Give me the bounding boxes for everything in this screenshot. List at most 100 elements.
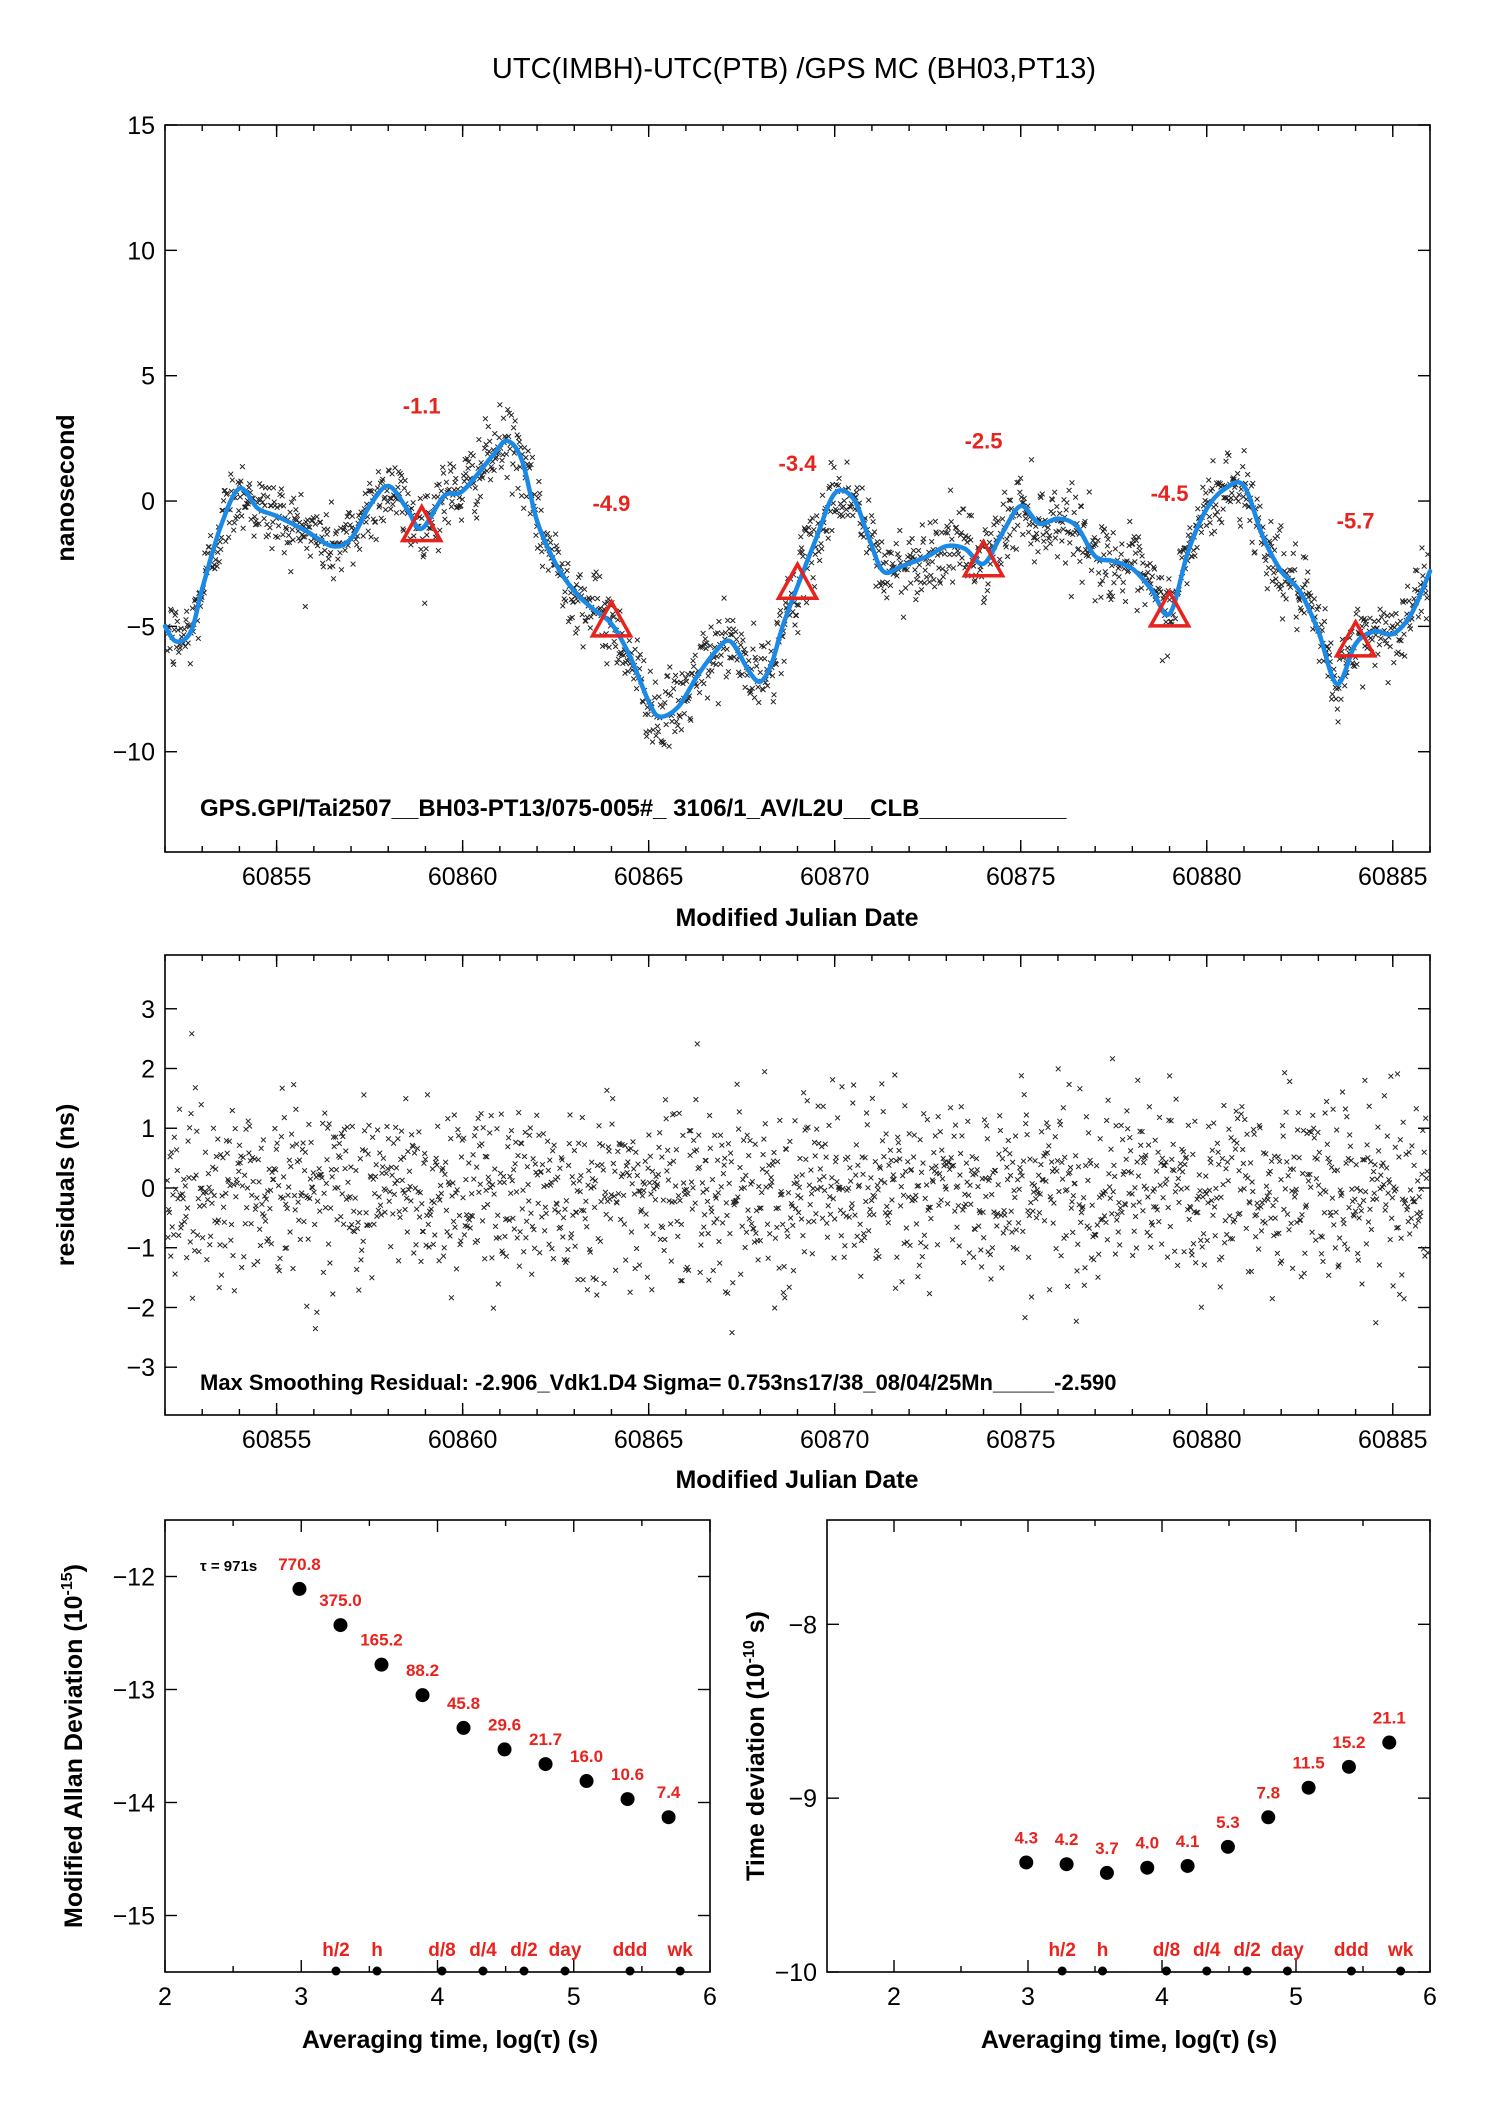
data-point [260,492,267,498]
data-point [1396,637,1403,643]
residual-point [228,1237,234,1244]
residual-point [750,1225,757,1232]
residual-point [1399,1196,1406,1202]
residual-point [1112,1251,1119,1257]
residual-point [992,1167,999,1174]
data-point [1062,560,1069,566]
data-point [1277,586,1284,592]
residual-point [1362,1077,1368,1084]
residual-point [881,1179,888,1186]
residual-point [330,1291,336,1297]
residual-point [723,1200,730,1206]
residual-point [385,1136,392,1142]
data-point [1001,489,1008,495]
timescale-marker-dot [1057,1966,1067,1976]
residual-point [677,1277,684,1284]
data-point [573,581,580,588]
data-point [931,583,938,590]
data-point [900,614,907,620]
data-point [615,656,622,663]
residual-point [285,1192,291,1198]
residual-point [523,1235,529,1241]
data-point [1192,553,1198,559]
residual-point [1314,1156,1320,1162]
data-point [217,546,224,553]
deviation-point [538,1757,553,1772]
residual-point [644,1274,651,1280]
data-point [195,635,202,642]
data-point [1226,452,1232,459]
data-point [510,424,517,431]
residual-point [1325,1155,1331,1161]
data-point [463,470,469,477]
residual-point [1410,1198,1417,1205]
residual-point [1022,1314,1028,1321]
residual-point [517,1229,523,1235]
data-point [1393,610,1399,617]
residual-point [817,1166,824,1172]
residual-point [549,1148,556,1154]
residual-point [236,1168,242,1175]
data-point [649,739,656,745]
residual-point [238,1264,245,1271]
data-point [393,510,400,516]
residual-point [767,1183,774,1189]
residual-point [609,1121,615,1127]
data-point [1107,589,1114,596]
timescale-marker-label: day [1271,1940,1304,1961]
residual-point [443,1207,450,1214]
data-point [443,479,450,485]
data-point [248,516,254,523]
residual-point [1393,1225,1400,1231]
residual-point [1241,1185,1247,1192]
data-point [1018,494,1025,500]
data-point [266,485,272,491]
residual-point [1359,1157,1366,1163]
residual-point [540,1131,547,1137]
data-point [1133,537,1140,544]
residual-point [215,1217,222,1223]
residual-point [576,1178,583,1184]
residual-point [1207,1155,1213,1162]
residual-point [539,1161,546,1168]
data-point [343,521,349,528]
residual-point [575,1140,582,1147]
data-point [1187,525,1193,531]
residual-point [284,1205,290,1212]
data-point [1383,641,1390,647]
residual-point [819,1215,826,1222]
data-point [641,657,647,664]
x-tick-label: 60880 [1172,863,1242,891]
residual-point [779,1191,785,1198]
residual-point [1185,1122,1192,1129]
data-point [1420,573,1426,579]
residual-point [1263,1151,1269,1157]
data-point [1052,535,1059,541]
residual-point [207,1242,213,1248]
data-point [214,563,220,569]
residual-point [1198,1304,1205,1310]
data-point [907,580,914,586]
residual-point [183,1213,189,1220]
residual-point [1002,1146,1009,1153]
residual-point [704,1198,711,1205]
residual-point [746,1216,753,1222]
residual-point [632,1265,638,1272]
data-point [239,463,246,470]
data-point [223,538,229,545]
residual-point [607,1196,613,1202]
deviation-label: 4.3 [1014,1828,1038,1847]
deviation-label: 15.2 [1332,1733,1365,1752]
data-point [344,513,351,520]
data-point [902,585,909,591]
data-point [1229,490,1235,496]
data-point [1242,502,1248,508]
data-point [481,445,488,451]
residual-point [1067,1164,1074,1171]
residual-point [833,1154,839,1160]
data-point [1163,619,1169,625]
residual-point [189,1295,196,1302]
residual-point [930,1178,936,1185]
residual-point [868,1197,875,1204]
